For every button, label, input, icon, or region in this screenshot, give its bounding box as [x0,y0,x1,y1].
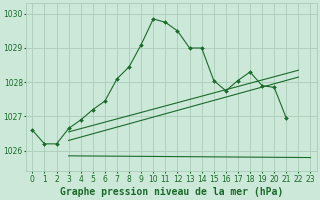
X-axis label: Graphe pression niveau de la mer (hPa): Graphe pression niveau de la mer (hPa) [60,186,283,197]
